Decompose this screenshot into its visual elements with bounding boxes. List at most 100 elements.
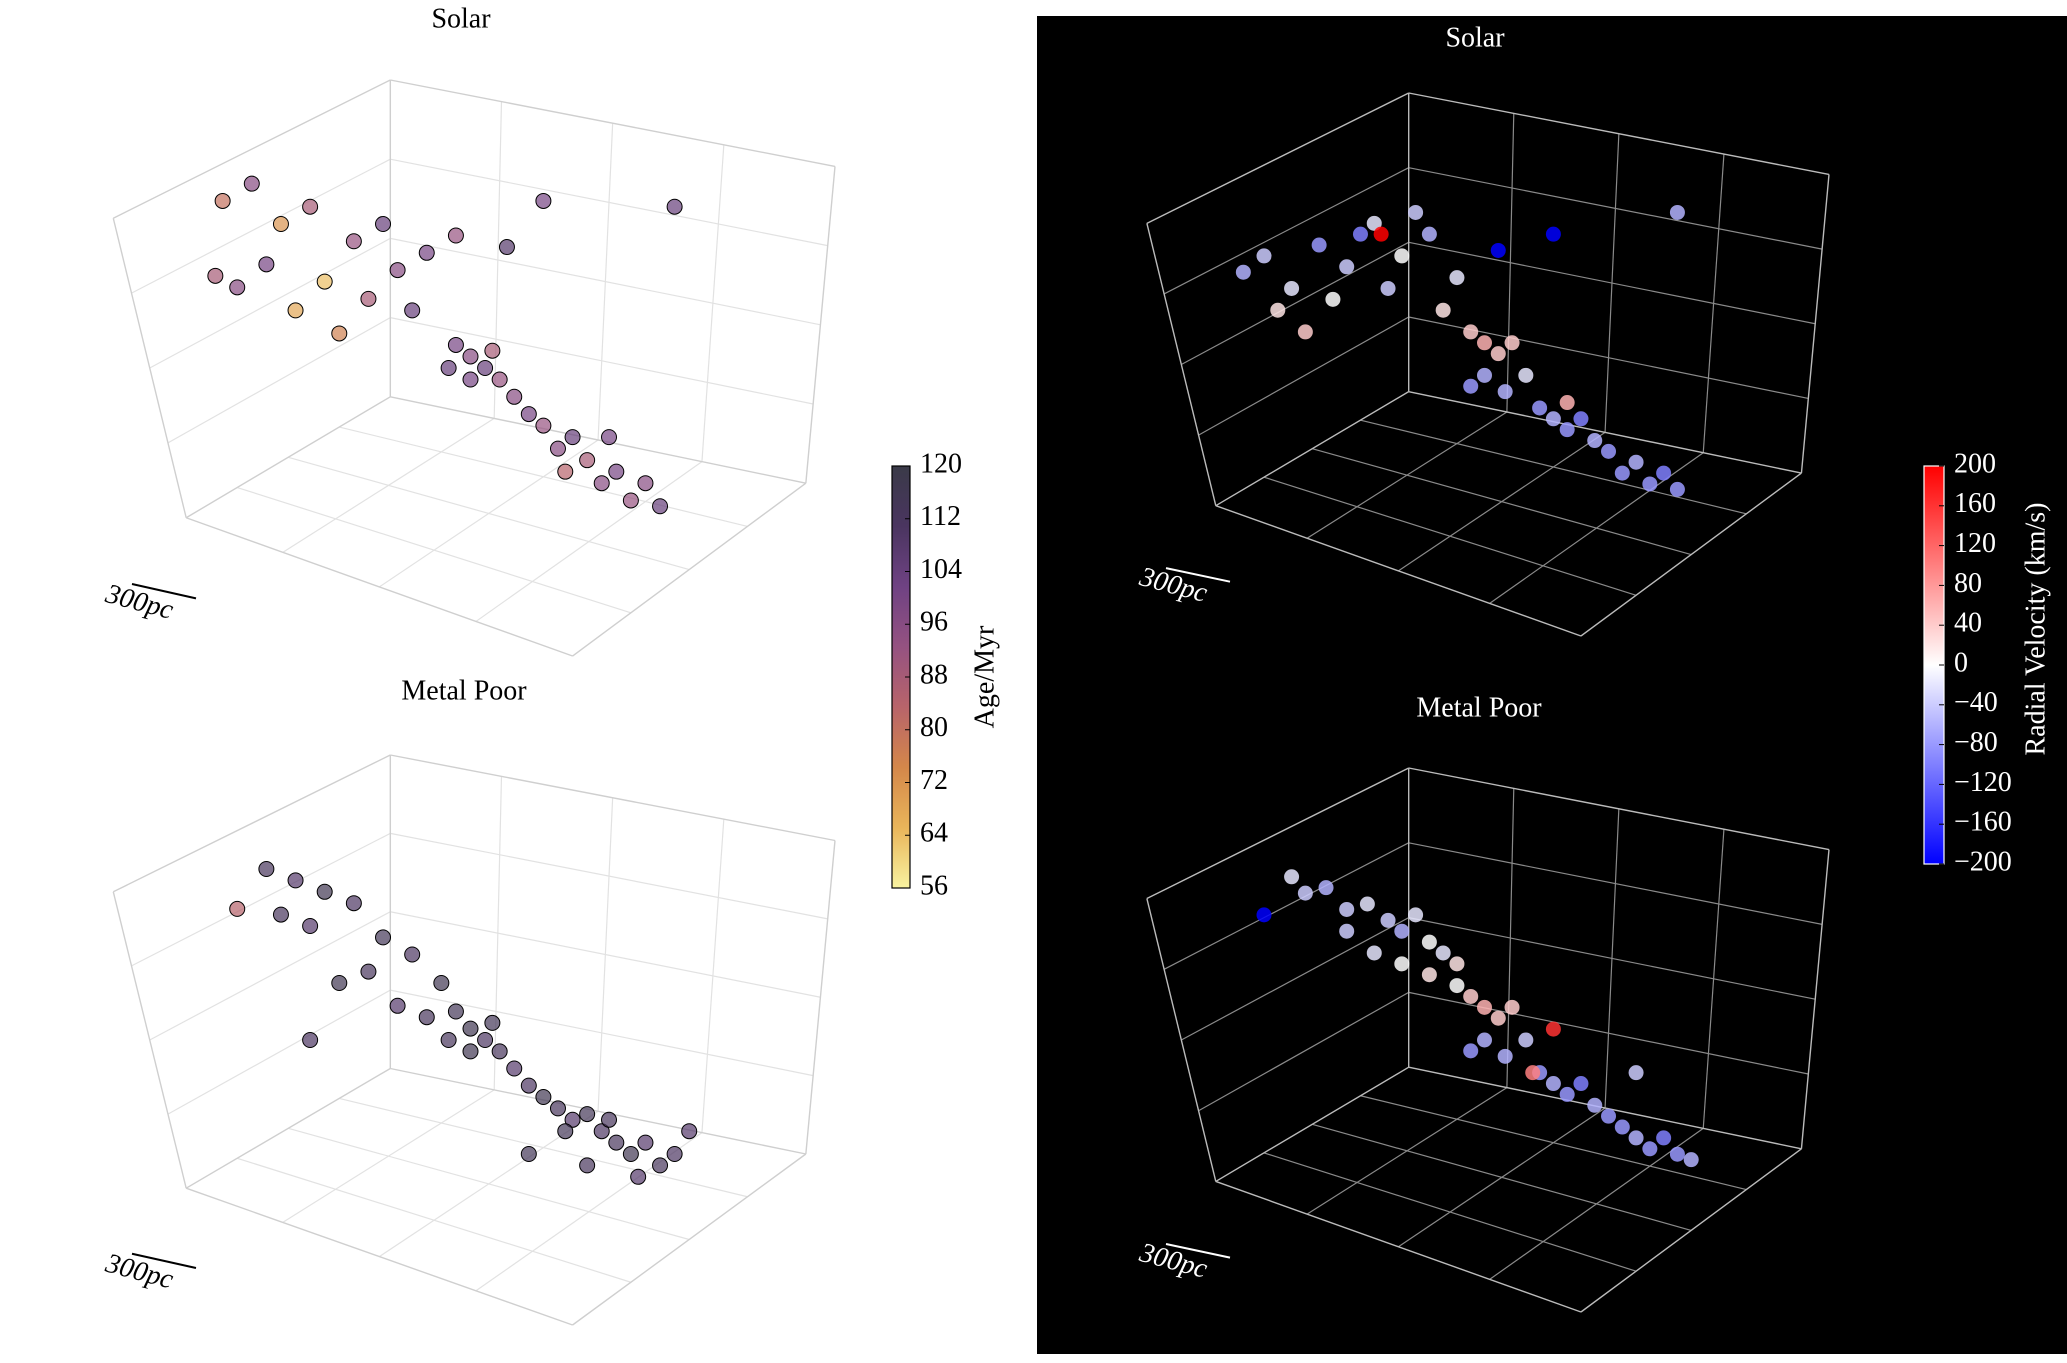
data-point <box>1449 270 1465 286</box>
data-point <box>637 475 654 492</box>
data-point <box>1463 378 1479 394</box>
data-point <box>1352 226 1368 242</box>
data-point <box>1463 988 1479 1004</box>
colorbar-tick-label: 112 <box>920 501 961 532</box>
axis-pane-line <box>1408 167 1823 250</box>
data-point <box>1318 880 1334 896</box>
data-point <box>535 417 552 434</box>
axis-pane-line <box>379 439 599 588</box>
colorbar-tick-label: −40 <box>1954 687 1998 718</box>
data-point <box>302 918 319 934</box>
axis-pane-line <box>1398 1107 1606 1248</box>
axis-pane-line <box>1489 1127 1704 1280</box>
data-point <box>622 492 639 509</box>
data-point <box>601 429 618 446</box>
panel-title: Solar <box>431 3 491 34</box>
scale-bar <box>1165 567 1231 583</box>
data-point <box>272 906 289 923</box>
axis-pane-line <box>339 1097 748 1198</box>
data-point <box>535 1089 552 1105</box>
data-point <box>1490 346 1506 362</box>
data-point <box>520 406 537 423</box>
colorbar-tick-label: 80 <box>1954 568 1982 599</box>
data-point <box>1408 907 1424 923</box>
data-point <box>1325 291 1341 307</box>
data-point <box>564 1111 581 1128</box>
data-point <box>579 452 596 469</box>
data-point <box>1642 476 1658 492</box>
axis-pane-line <box>390 832 828 920</box>
axis-pane-line <box>131 158 391 294</box>
data-point <box>331 975 348 991</box>
data-point <box>1642 1141 1658 1157</box>
data-point <box>214 192 231 209</box>
data-point <box>1669 1146 1685 1162</box>
data-point <box>1394 923 1410 939</box>
axis-pane-line <box>1580 472 1802 637</box>
axis-pane-line <box>805 166 836 484</box>
data-point <box>506 1060 523 1077</box>
data-point <box>637 1134 654 1151</box>
axis-pane-line <box>1580 1148 1802 1313</box>
colorbar-tick-label: 56 <box>920 870 948 901</box>
data-point <box>622 1146 639 1162</box>
data-point <box>579 1157 596 1174</box>
data-point <box>462 348 479 365</box>
data-point <box>1408 204 1424 220</box>
axis-pane-line <box>390 911 821 998</box>
data-point <box>1545 1021 1561 1037</box>
data-point <box>1559 1086 1575 1102</box>
colorbar-tick-label: 72 <box>920 765 948 796</box>
colorbar-tick-label: 40 <box>1954 608 1982 639</box>
data-point <box>1614 1119 1630 1135</box>
axis-pane-line <box>1408 390 1802 474</box>
scale-bar <box>131 1252 197 1269</box>
data-point <box>1421 967 1437 983</box>
data-point <box>360 290 377 307</box>
axis-pane-line <box>1146 223 1217 506</box>
axis-pane-line <box>475 461 703 622</box>
data-point <box>1683 1152 1699 1168</box>
data-point <box>1270 302 1286 318</box>
panel-title: Metal Poor <box>1416 692 1542 723</box>
axis-pane-line <box>185 1067 391 1189</box>
data-point <box>652 1157 669 1174</box>
axis-pane-line <box>1408 1066 1802 1150</box>
data-point <box>1614 465 1630 481</box>
data-point <box>1504 999 1520 1015</box>
data-point <box>1380 912 1396 928</box>
axis-pane-line <box>390 79 836 168</box>
data-point <box>1449 956 1465 972</box>
data-point <box>1669 204 1685 220</box>
data-point <box>1545 411 1561 427</box>
data-point <box>375 929 392 946</box>
data-point <box>462 1043 479 1060</box>
data-point <box>287 302 304 319</box>
data-point <box>1490 242 1506 258</box>
data-point <box>1339 901 1355 917</box>
axis-pane-line <box>1398 431 1606 572</box>
data-point <box>1339 259 1355 275</box>
data-point <box>1587 1097 1603 1113</box>
data-point <box>1518 367 1534 383</box>
data-point <box>1477 1032 1492 1048</box>
data-point <box>498 239 515 256</box>
data-point <box>258 256 275 273</box>
data-point <box>447 336 464 353</box>
axis-pane-line <box>390 1067 806 1155</box>
data-point <box>207 267 224 284</box>
axis-pane-line <box>1163 167 1409 295</box>
data-point <box>1656 1130 1672 1146</box>
data-point <box>462 1020 479 1037</box>
scale-bar <box>1165 1243 1231 1259</box>
axis-pane-line <box>167 989 391 1115</box>
data-point <box>1256 248 1272 264</box>
data-point <box>549 440 566 457</box>
axis-pane-line <box>1146 92 1410 224</box>
data-point <box>258 861 275 877</box>
data-point <box>520 1077 537 1094</box>
data-point <box>1656 465 1672 481</box>
data-point <box>557 1123 574 1140</box>
axis-pane-line <box>1198 991 1410 1112</box>
